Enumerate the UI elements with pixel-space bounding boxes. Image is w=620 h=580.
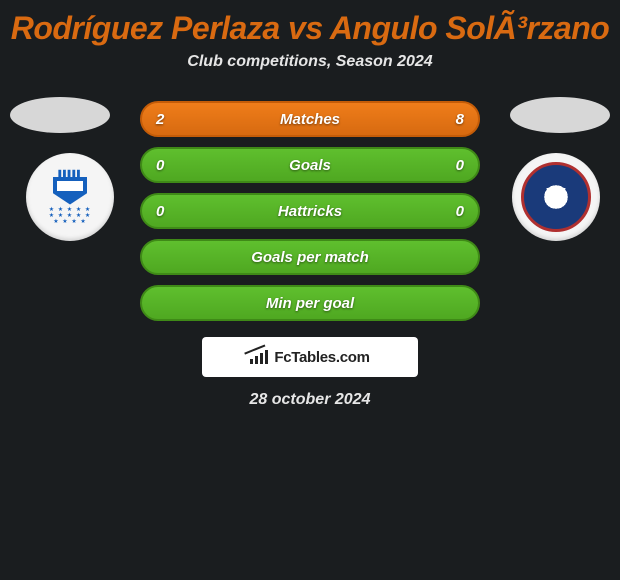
ldu-crest-letter: U [546, 183, 566, 215]
stats-list: 2 Matches 8 0 Goals 0 0 Hattricks 0 Goals per mat… [140, 91, 480, 321]
right-player-placeholder [510, 97, 610, 133]
ldu-crest-icon: U [521, 162, 591, 232]
stat-row-hattricks: 0 Hattricks 0 [140, 193, 480, 229]
stat-right-value: 0 [456, 203, 464, 220]
stat-left-value: 0 [156, 157, 164, 174]
right-club-badge: U [512, 153, 600, 241]
stat-label: Goals [289, 157, 331, 174]
chart-icon [250, 350, 268, 364]
stat-label: Goals per match [251, 249, 369, 266]
stat-label: Hattricks [278, 203, 342, 220]
stat-row-goals-per-match: Goals per match [140, 239, 480, 275]
stat-label: Matches [280, 111, 340, 128]
stat-left-value: 2 [156, 111, 164, 128]
stat-left-value: 0 [156, 203, 164, 220]
stat-row-matches: 2 Matches 8 [140, 101, 480, 137]
stat-row-goals: 0 Goals 0 [140, 147, 480, 183]
stat-right-value: 0 [456, 157, 464, 174]
left-club-badge: ▌▌▌▌▌ ★ ★ ★ ★ ★★ ★ ★ ★ ★★ ★ ★ ★ [26, 153, 114, 241]
page-title: Rodríguez Perlaza vs Angulo SolÃ³rzano [0, 0, 620, 53]
comparison-panel: ▌▌▌▌▌ ★ ★ ★ ★ ★★ ★ ★ ★ ★★ ★ ★ ★ U 2 Match… [0, 91, 620, 409]
stat-label: Min per goal [266, 295, 354, 312]
snapshot-date: 28 october 2024 [0, 391, 620, 409]
stat-row-min-per-goal: Min per goal [140, 285, 480, 321]
left-player-placeholder [10, 97, 110, 133]
stat-right-value: 8 [456, 111, 464, 128]
emelec-crest-icon: ▌▌▌▌▌ ★ ★ ★ ★ ★★ ★ ★ ★ ★★ ★ ★ ★ [40, 167, 100, 227]
brand-badge: FcTables.com [202, 337, 418, 377]
brand-text: FcTables.com [274, 349, 369, 366]
page-subtitle: Club competitions, Season 2024 [0, 53, 620, 91]
